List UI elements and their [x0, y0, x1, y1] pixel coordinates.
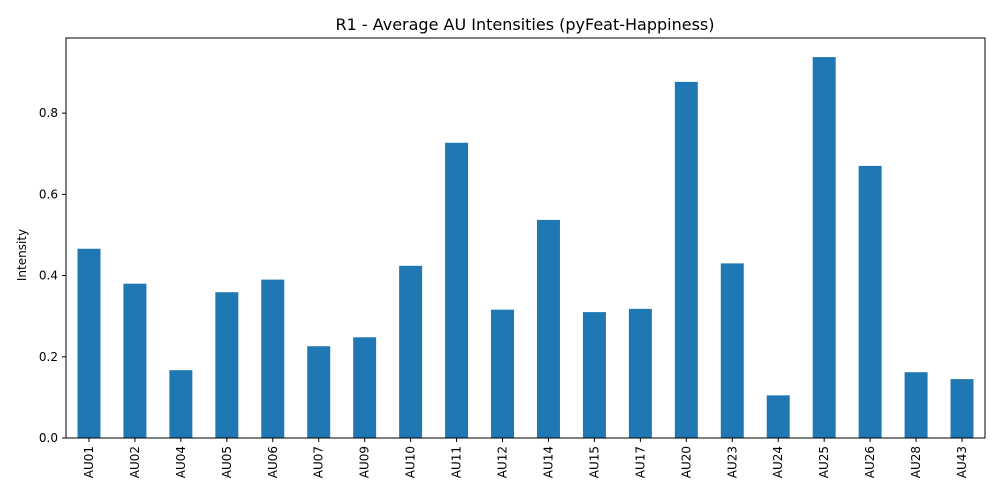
y-tick-label: 0.0: [39, 431, 58, 445]
x-tick-label: AU02: [128, 446, 142, 478]
x-tick-label: AU14: [541, 446, 555, 478]
x-tick-label: AU04: [174, 446, 188, 478]
x-tick-label: AU43: [955, 446, 969, 478]
bar-au17: [628, 308, 652, 438]
x-tick-label: AU05: [220, 446, 234, 478]
bar-au01: [77, 248, 101, 438]
bar-au07: [307, 346, 331, 438]
x-tick-label: AU23: [725, 446, 739, 478]
bar-au26: [858, 165, 882, 439]
y-axis-title: Intensity: [15, 229, 29, 281]
bar-au24: [766, 395, 790, 438]
y-ticks-group: 0.0 0.2 0.4 0.6 0.8: [39, 106, 66, 445]
x-tick-label: AU17: [633, 446, 647, 478]
bar-au14: [536, 219, 560, 438]
bar-au05: [215, 292, 239, 438]
x-tick-label: AU15: [587, 446, 601, 478]
bar-au10: [399, 265, 423, 438]
y-tick-label: 0.2: [39, 350, 58, 364]
bar-au25: [812, 57, 836, 438]
x-tick-label: AU28: [909, 446, 923, 478]
x-tick-label: AU11: [450, 446, 464, 478]
x-tick-label: AU12: [496, 446, 510, 478]
bar-au04: [169, 370, 193, 438]
bar-au15: [582, 312, 606, 438]
bar-au12: [491, 309, 515, 438]
bars-group: [77, 57, 974, 439]
x-tick-label: AU25: [817, 446, 831, 478]
plot-frame: [65, 37, 986, 439]
y-tick-label: 0.4: [39, 269, 58, 283]
bar-au43: [950, 379, 974, 438]
x-tick-label: AU20: [679, 446, 693, 478]
x-tick-label: AU24: [771, 446, 785, 478]
bar-au09: [353, 337, 377, 438]
bar-au28: [904, 372, 928, 438]
bar-au06: [261, 279, 285, 438]
bar-au02: [123, 283, 147, 438]
x-tick-label: AU10: [404, 446, 418, 478]
bar-au11: [445, 142, 469, 438]
x-tick-label: AU01: [82, 446, 96, 478]
x-tick-label: AU09: [358, 446, 372, 478]
x-tick-label: AU26: [863, 446, 877, 478]
chart-title: R1 - Average AU Intensities (pyFeat-Happ…: [335, 15, 714, 34]
bar-au23: [720, 263, 744, 438]
y-tick-label: 0.6: [39, 187, 58, 201]
x-ticks-group: AU01 AU02 AU04 AU05 AU06 AU07 AU09 AU10 AU11 AU12…: [82, 438, 969, 478]
x-tick-label: AU07: [312, 446, 326, 478]
bar-au20: [674, 81, 698, 439]
y-tick-label: 0.8: [39, 106, 58, 120]
x-tick-label: AU06: [266, 446, 280, 478]
